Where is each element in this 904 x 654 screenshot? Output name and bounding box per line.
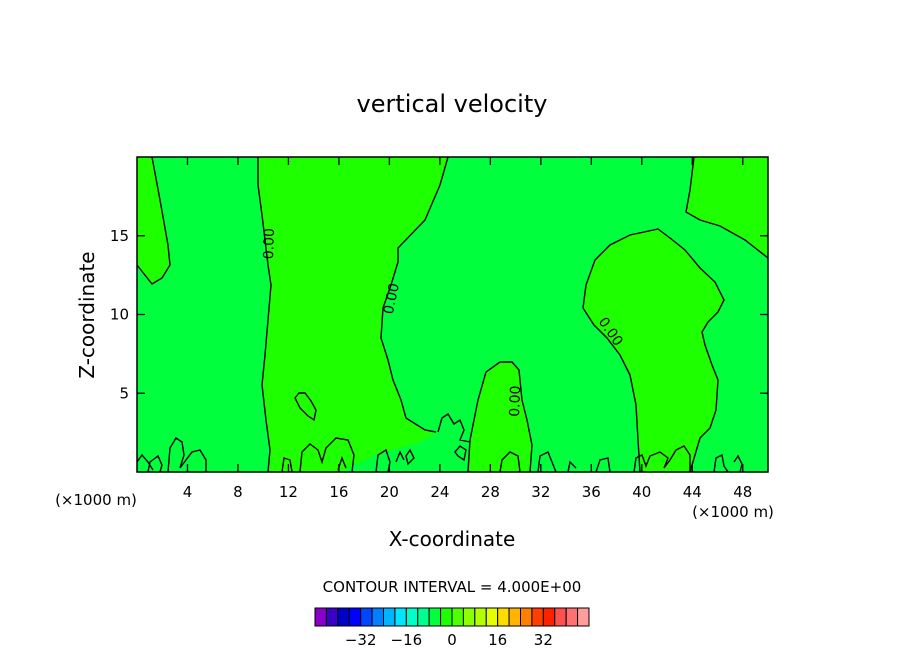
colorbar-tick-label: −16: [391, 631, 423, 649]
colorbar-swatch: [565, 607, 579, 627]
colorbar-swatch: [394, 607, 407, 627]
colorbar-swatch: [577, 607, 590, 627]
region-left-edge: [137, 157, 170, 284]
x-tick-label: 16: [329, 483, 348, 501]
contour-interval-label: CONTOUR INTERVAL = 4.000E+00: [323, 578, 582, 596]
region-right-blob: [583, 229, 724, 472]
contour-lines: [137, 157, 768, 472]
colorbar-tick-label: 32: [534, 631, 553, 649]
x-tick-label: 44: [683, 483, 702, 501]
colorbar-swatch: [462, 607, 476, 627]
chart-title: vertical velocity: [357, 90, 548, 118]
x-tick-label: 32: [531, 483, 550, 501]
contour-left-edge: [137, 157, 171, 285]
colorbar-swatch: [428, 607, 442, 627]
x-axis-ticks: 4 8 12 16 20 24 28 32 36 40 44 48: [183, 157, 752, 501]
colorbar-swatch: [383, 607, 396, 627]
x-unit-label-right: (×1000 m): [692, 503, 774, 521]
colorbar-swatch: [348, 607, 362, 627]
colorbar-swatch: [440, 607, 453, 627]
colorbar-tick-labels: −32 −16 0 16 32: [345, 631, 553, 649]
colorbar-tick-label: −32: [345, 631, 377, 649]
colorbar-tick-label: 16: [488, 631, 507, 649]
x-tick-label: 28: [481, 483, 500, 501]
colorbar-swatch: [485, 607, 499, 627]
colorbar-swatch: [542, 607, 556, 627]
contour-label: 0.00: [381, 282, 403, 316]
colorbar-swatch: [474, 607, 487, 627]
y-tick-label: 15: [110, 227, 129, 245]
colorbar-swatch: [520, 607, 533, 627]
colorbar-swatch: [337, 607, 350, 627]
colorbar-swatch: [325, 607, 339, 627]
x-tick-label: 40: [632, 483, 651, 501]
x-tick-label: 12: [279, 483, 298, 501]
region-top-right: [686, 157, 768, 258]
x-tick-label: 20: [380, 483, 399, 501]
contour-center-left-b: [380, 157, 449, 433]
x-unit-label-left: (×1000 m): [55, 491, 137, 509]
contour-center-left-a: [257, 157, 272, 472]
colorbar-swatch: [405, 607, 419, 627]
colorbar-swatch: [314, 607, 327, 627]
region-small-cell: [295, 393, 316, 420]
x-tick-label: 36: [582, 483, 601, 501]
contour-small-cell: [294, 392, 317, 422]
contour-top-right: [685, 157, 768, 259]
contour-center-bump: [467, 361, 533, 472]
colorbar-swatch: [360, 607, 373, 627]
contour-label: 0.00: [261, 228, 278, 260]
x-tick-label: 8: [233, 483, 243, 501]
colorbar-swatch: [497, 607, 510, 627]
contour-right-blob: [582, 228, 725, 472]
x-tick-label: 24: [430, 483, 449, 501]
colorbar-swatch: [508, 607, 522, 627]
colorbar-swatch: [417, 607, 430, 627]
x-tick-label: 4: [183, 483, 193, 501]
x-axis-label: X-coordinate: [389, 527, 516, 551]
y-tick-label: 10: [110, 306, 129, 324]
region-center-bump: [468, 362, 532, 472]
contour-label: 0.00: [507, 385, 524, 417]
colorbar-swatch: [371, 607, 385, 627]
colorbar-swatch: [554, 607, 567, 627]
contour-surface-noise: [137, 413, 743, 472]
colorbar: [314, 607, 590, 627]
y-axis-label: Z-coordinate: [75, 251, 99, 378]
x-tick-label: 48: [733, 483, 752, 501]
y-axis-ticks: 5 10 15: [110, 227, 768, 402]
colorbar-swatch: [531, 607, 544, 627]
colorbar-tick-label: 0: [447, 631, 457, 649]
colorbar-swatch: [451, 607, 464, 627]
y-tick-label: 5: [119, 384, 129, 402]
